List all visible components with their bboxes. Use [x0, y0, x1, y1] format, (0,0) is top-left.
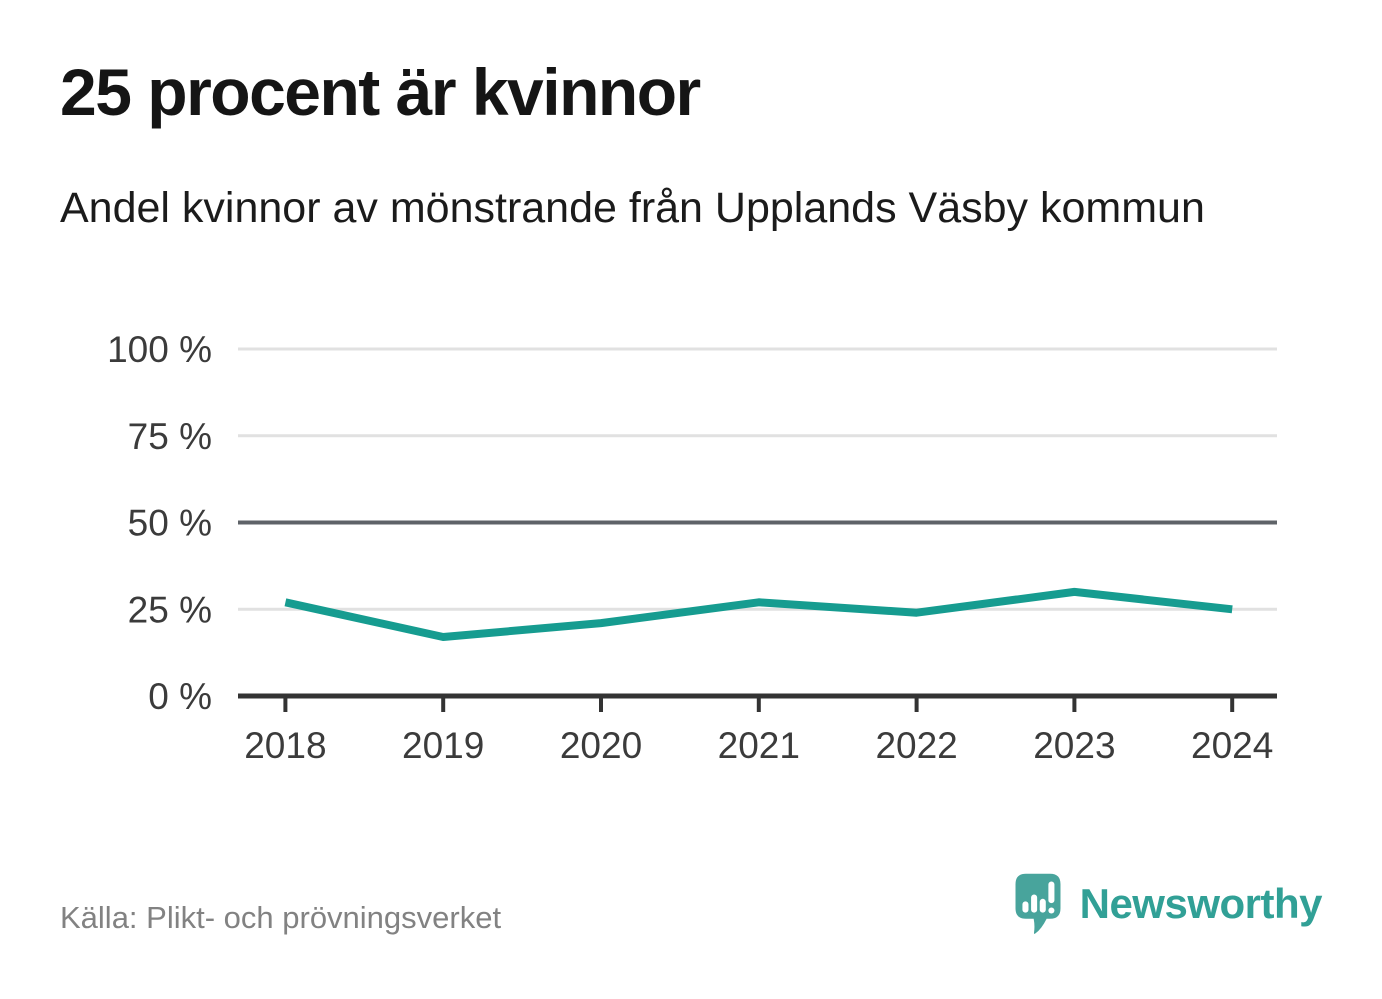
y-tick-label: 75 %: [128, 416, 212, 457]
y-tick-label: 50 %: [128, 503, 212, 544]
newsworthy-logo: Newsworthy: [1011, 872, 1323, 936]
x-tick-label: 2023: [1033, 725, 1115, 766]
y-tick-label: 0 %: [148, 676, 212, 717]
y-tick-label: 100 %: [107, 329, 212, 370]
x-tick-label: 2022: [875, 725, 957, 766]
page-title: 25 procent är kvinnor: [60, 55, 701, 129]
x-tick-label: 2019: [402, 725, 484, 766]
x-tick-label: 2024: [1191, 725, 1273, 766]
newsworthy-logo-icon: [1015, 873, 1061, 934]
newsworthy-logotype: Newsworthy: [1079, 880, 1323, 927]
x-tick-label: 2018: [244, 725, 326, 766]
y-tick-label: 25 %: [128, 589, 212, 630]
data-line: [284, 587, 1233, 641]
x-tick-label: 2021: [718, 725, 800, 766]
chart-subtitle: Andel kvinnor av mönstrande från Uppland…: [60, 184, 1205, 232]
x-tick-label: 2020: [560, 725, 642, 766]
source-note: Källa: Plikt- och prövningsverket: [60, 900, 502, 935]
